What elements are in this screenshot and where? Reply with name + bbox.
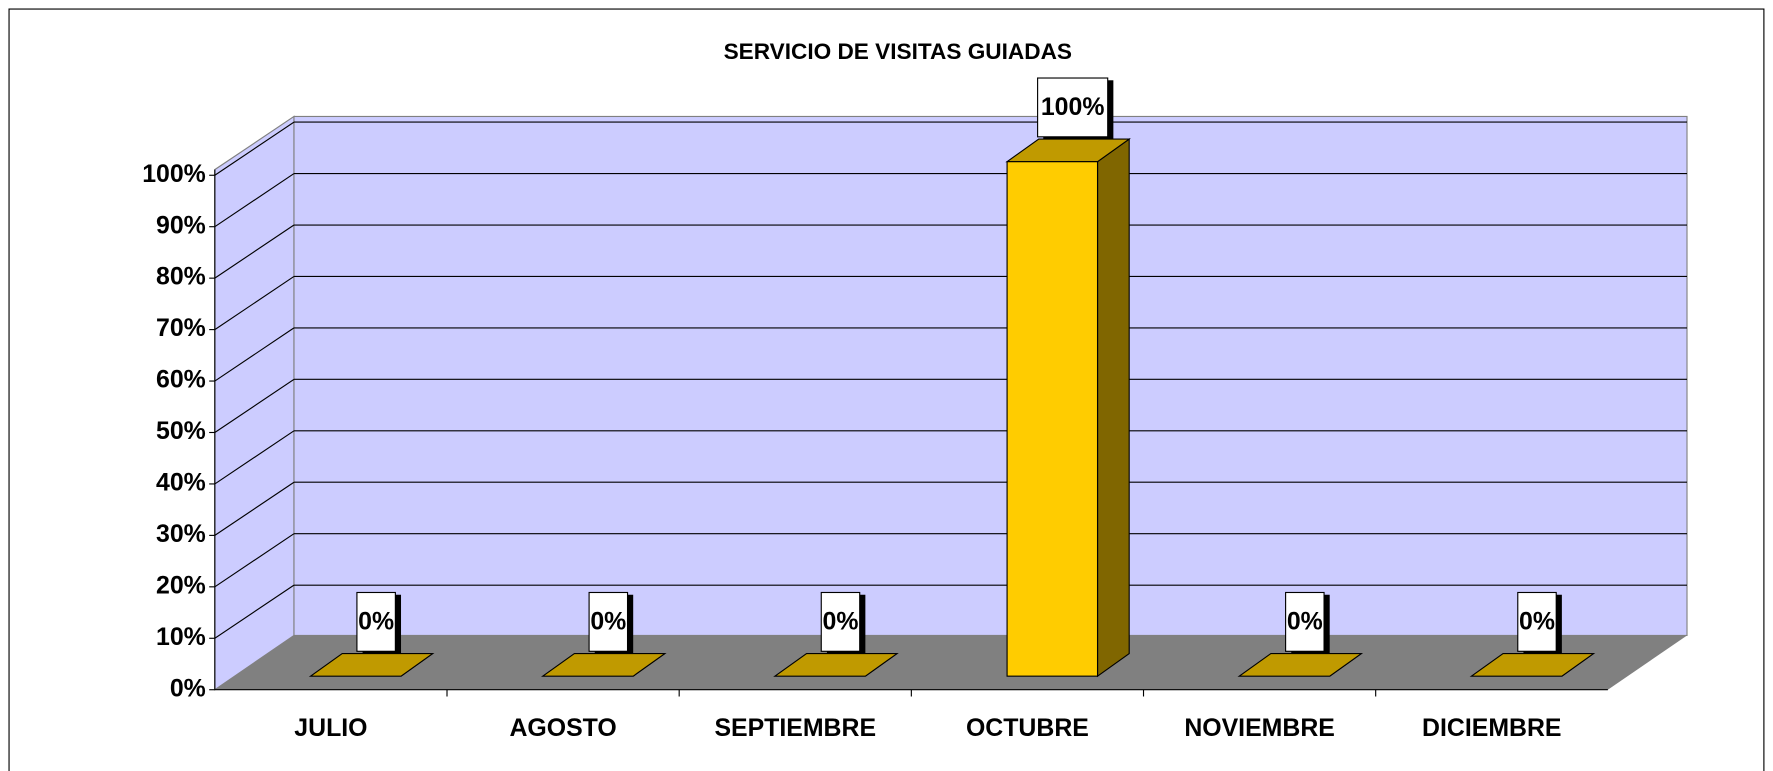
bar [1006, 161, 1099, 677]
data-label: 0% [1287, 608, 1323, 636]
bar-top [308, 652, 435, 677]
label-box [1285, 591, 1325, 652]
x-tick-label: DICIEMBRE [1422, 714, 1562, 742]
side-wall [214, 115, 295, 691]
data-label: 0% [358, 608, 394, 636]
y-tick-label: 20% [156, 571, 206, 599]
y-tick-label: 30% [156, 520, 206, 548]
bar-top [540, 652, 667, 677]
x-tick-label: JULIO [294, 714, 367, 742]
y-tick-label: 40% [156, 469, 206, 497]
label-box [1037, 77, 1109, 138]
y-tick-label: 90% [156, 211, 206, 239]
grid-line [214, 430, 295, 485]
bar-side [1096, 137, 1130, 678]
x-tick-label: AGOSTO [509, 714, 616, 742]
x-tick-label: NOVIEMBRE [1184, 714, 1335, 742]
data-label: 0% [1519, 608, 1555, 636]
grid-line [214, 481, 295, 536]
plot: SERVICIO DE VISITAS GUIADAS 0% 10% 20% 30% 4… [8, 8, 1765, 771]
bar-top [1237, 652, 1364, 677]
y-tick-label: 0% [170, 674, 206, 702]
y-tick-label: 10% [156, 623, 206, 651]
grid-line [214, 224, 295, 279]
floor [214, 635, 1688, 690]
data-label: 100% [1041, 93, 1105, 121]
label-box [588, 591, 629, 652]
y-tick-label: 80% [156, 263, 206, 291]
bar-top [1469, 652, 1596, 677]
label-box [356, 591, 396, 652]
grid-line [214, 584, 295, 639]
label-box [820, 591, 861, 652]
y-tick-label: 60% [156, 366, 206, 394]
grid-line [214, 327, 295, 382]
grid-line [214, 378, 295, 433]
grid-line [214, 173, 295, 228]
y-tick-label: 50% [156, 417, 206, 445]
grid-line [214, 275, 295, 331]
x-tick-label: OCTUBRE [966, 714, 1089, 742]
data-label: 0% [823, 608, 859, 636]
label-box [1517, 591, 1557, 652]
y-tick-label: 70% [156, 314, 206, 342]
grid-line [214, 533, 295, 588]
chart-title: SERVICIO DE VISITAS GUIADAS [724, 39, 1072, 64]
y-tick-label: 100% [142, 160, 206, 188]
grid-line [214, 121, 295, 176]
x-tick-label: SEPTIEMBRE [714, 714, 876, 742]
data-label: 0% [590, 608, 626, 636]
back-wall [293, 115, 1688, 637]
bar-top [773, 652, 899, 677]
